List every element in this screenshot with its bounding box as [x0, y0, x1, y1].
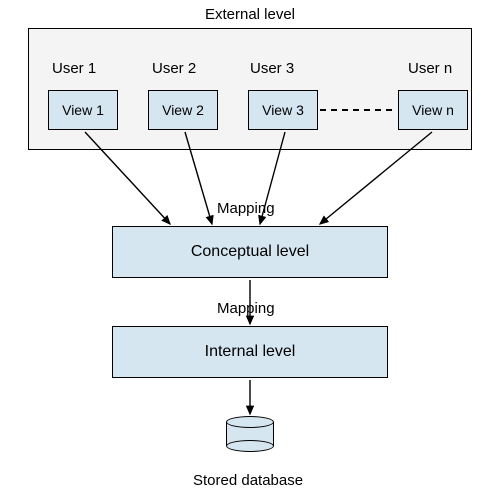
- internal-level-box: Internal level: [112, 326, 388, 378]
- three-schema-diagram: External level User 1 User 2 User 3 User…: [0, 0, 500, 500]
- user-label: User 3: [250, 60, 294, 77]
- conceptual-level-box: Conceptual level: [112, 226, 388, 278]
- user-label: User 1: [52, 60, 96, 77]
- view-box: View 3: [248, 90, 318, 130]
- view-label: View n: [412, 102, 454, 118]
- view-box: View 2: [148, 90, 218, 130]
- database-label: Stored database: [193, 472, 303, 489]
- view-label: View 3: [262, 102, 304, 118]
- view-label: View 1: [62, 102, 104, 118]
- user-label: User n: [408, 60, 452, 77]
- external-level-box: [28, 28, 472, 150]
- mapping-label: Mapping: [217, 300, 275, 317]
- view-box: View n: [398, 90, 468, 130]
- external-level-label: External level: [28, 6, 472, 23]
- mapping-label: Mapping: [217, 200, 275, 217]
- view-label: View 2: [162, 102, 204, 118]
- database-cylinder-icon: [226, 416, 274, 452]
- conceptual-label: Conceptual level: [191, 243, 309, 261]
- view-box: View 1: [48, 90, 118, 130]
- user-label: User 2: [152, 60, 196, 77]
- internal-label: Internal level: [205, 343, 296, 361]
